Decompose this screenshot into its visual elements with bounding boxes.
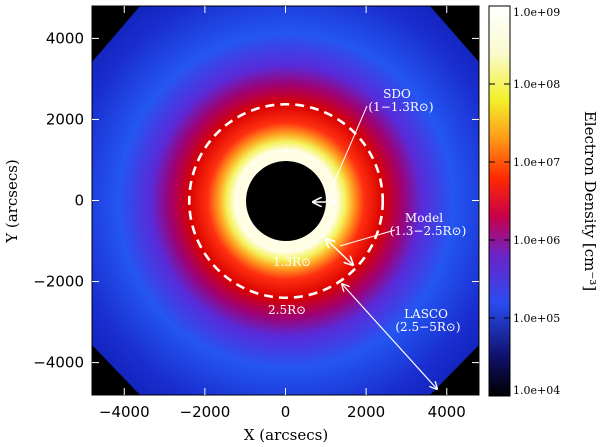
colorbar-tick-label: 1.0e+09 <box>513 6 560 19</box>
y-axis: −4000 −2000 0 2000 4000 <box>33 29 479 372</box>
colorbar-tick-label: 1.0e+05 <box>513 312 560 325</box>
x-tick-label: 4000 <box>428 403 466 421</box>
lasco-range-arrow <box>342 284 437 389</box>
y-tick-label: 0 <box>74 192 84 210</box>
colorbar-tick-label: 1.0e+08 <box>513 78 560 91</box>
outer-circle-label: 2.5R⊙ <box>268 303 306 317</box>
x-axis-label: X (arcsecs) <box>244 426 328 444</box>
y-tick-label: 2000 <box>46 110 84 128</box>
colorbar-tick-label: 1.0e+04 <box>513 384 560 397</box>
colorbar-tick-label: 1.0e+07 <box>513 156 560 169</box>
x-tick-label: 0 <box>281 403 291 421</box>
lasco-range-label: (2.5−5R⊙) <box>395 320 460 334</box>
occulting-disk <box>246 161 326 241</box>
sdo-label: SDO <box>383 87 411 101</box>
outer-dashed-circle <box>187 102 385 300</box>
y-tick-label: −2000 <box>33 273 84 291</box>
x-tick-label: −4000 <box>99 403 150 421</box>
y-axis-label: Y (arcsecs) <box>3 159 21 244</box>
model-range-arrow <box>326 239 353 265</box>
lasco-label: LASCO <box>404 307 448 321</box>
colorbar-label: Electron Density [cm⁻³] <box>581 111 599 291</box>
model-range-label: (1.3−2.5R⊙) <box>390 224 467 238</box>
sdo-pointer-line <box>325 105 368 202</box>
sdo-range-label: (1−1.3R⊙) <box>368 100 433 114</box>
y-tick-label: −4000 <box>33 354 84 372</box>
x-tick-label: −2000 <box>180 403 231 421</box>
colorbar <box>488 5 511 397</box>
x-axis: −4000 −2000 0 2000 4000 <box>99 6 466 421</box>
inner-circle-label: 1.3R⊙ <box>273 255 311 269</box>
colorbar-ticks: 1.0e+04 1.0e+05 1.0e+06 1.0e+07 1.0e+08 1.0e+… <box>489 5 560 397</box>
model-label: Model <box>405 211 443 225</box>
colorbar-tick-label: 1.0e+06 <box>513 234 560 247</box>
y-tick-label: 4000 <box>46 29 84 47</box>
x-tick-label: 2000 <box>347 403 385 421</box>
